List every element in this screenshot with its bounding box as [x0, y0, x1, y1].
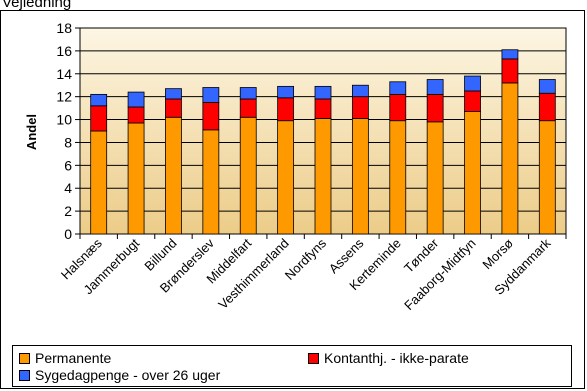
y-tick-label: 14: [56, 66, 72, 82]
legend-item-sygedagpenge: Sygedagpenge - over 26 uger: [19, 367, 220, 383]
bar-segment: [538, 92, 556, 122]
bar-segment: [538, 120, 556, 235]
bar-segment: [239, 87, 257, 100]
y-axis: 0 2 4 6 8 10 12 14 16 18: [56, 20, 80, 242]
bar-segment: [314, 98, 332, 119]
bar-segment: [90, 105, 108, 132]
bar-segment: [464, 90, 481, 112]
bar-segment: [389, 93, 407, 122]
y-tick-label: 6: [64, 157, 72, 173]
y-tick-label: 0: [64, 226, 72, 242]
bar-segment: [426, 93, 444, 123]
y-tick-label: 8: [64, 134, 72, 150]
y-tick-label: 18: [56, 20, 72, 36]
bar-segment: [538, 79, 556, 94]
bar-segment: [277, 85, 295, 99]
legend-label: Kontanthj. - ikke-parate: [324, 350, 469, 366]
bar-segment: [351, 118, 369, 235]
bar-segment: [351, 84, 369, 98]
y-tick-label: 16: [56, 43, 72, 59]
bar-segment: [90, 93, 108, 107]
bar-segment: [501, 58, 519, 84]
bar-segment: [501, 82, 519, 235]
legend-swatch: [19, 369, 30, 381]
bar-segment: [464, 111, 481, 235]
x-tick-label: Nordfyns: [282, 235, 330, 283]
bar-segment: [165, 116, 182, 235]
bar-segment: [90, 130, 108, 235]
bar-segment: [389, 81, 407, 95]
bar-segment: [127, 122, 145, 235]
bar-segment: [127, 91, 145, 108]
legend-item-permanente: Permanente: [19, 350, 111, 366]
bar-segment: [202, 129, 220, 235]
bar-segment: [202, 87, 220, 103]
legend: Permanente Kontanthj. - ikke-parate Syge…: [12, 345, 572, 387]
bar-segment: [239, 116, 257, 235]
bars: [90, 49, 556, 235]
bar-segment: [351, 96, 369, 119]
bar-segment: [277, 97, 295, 122]
legend-item-kontanthj: Kontanthj. - ikke-parate: [308, 350, 469, 366]
bar-segment: [314, 85, 332, 100]
bar-segment: [127, 106, 145, 124]
legend-label: Permanente: [35, 350, 112, 366]
bar-segment: [165, 98, 182, 118]
bar-segment: [165, 88, 182, 100]
bar-segment: [426, 121, 444, 235]
y-tick-label: 4: [64, 180, 72, 196]
legend-swatch: [308, 352, 319, 364]
y-axis-label: Andel: [24, 114, 39, 150]
y-tick-label: 12: [56, 89, 72, 105]
bar-segment: [239, 98, 257, 118]
bar-segment: [426, 79, 444, 95]
bar-segment: [202, 101, 220, 131]
bar-segment: [277, 120, 295, 235]
bar-segment: [501, 49, 519, 60]
bar-segment: [464, 75, 481, 92]
y-tick-label: 10: [56, 112, 72, 128]
legend-label: Sygedagpenge - over 26 uger: [35, 367, 221, 383]
legend-swatch: [19, 352, 30, 364]
header-text: Vejledning: [2, 0, 72, 11]
y-tick-label: 2: [64, 203, 72, 219]
bar-segment: [314, 118, 332, 235]
bar-segment: [389, 120, 407, 235]
